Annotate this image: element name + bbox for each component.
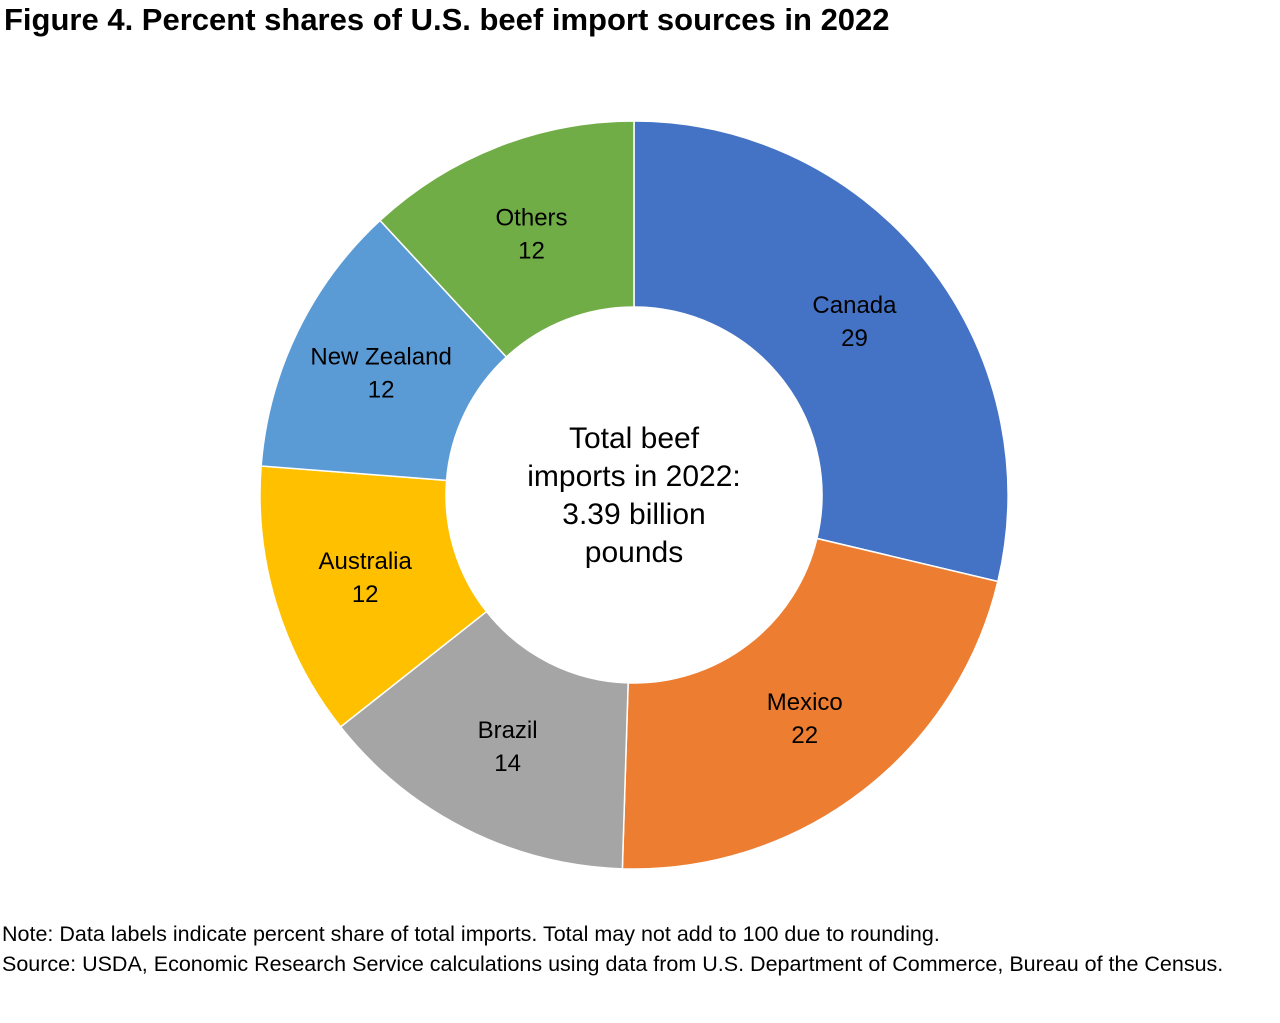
slice-canada [633, 120, 1009, 583]
slice-name-label: Canada [812, 292, 897, 319]
slice-value-label: 12 [368, 377, 395, 404]
data-label-others: Others 12 [496, 204, 568, 264]
data-label-mexico: Mexico 22 [767, 689, 843, 749]
slice-name-label: Australia [318, 548, 412, 575]
slice-australia [259, 465, 488, 728]
slice-value-label: 29 [841, 325, 868, 352]
center-label-line: 3.39 billion [562, 498, 705, 531]
slice-name-label: Brazil [478, 717, 538, 744]
slice-others [378, 120, 635, 359]
center-label-line: Total beef [569, 422, 700, 455]
center-label-line: imports in 2022: [527, 460, 740, 493]
data-label-new-zealand: New Zealand 12 [310, 344, 451, 404]
slice-mexico [621, 537, 999, 870]
chart-notes: Note: Data labels indicate percent share… [2, 919, 1272, 979]
chart-title: Figure 4. Percent shares of U.S. beef im… [4, 2, 890, 37]
center-label: Total beef imports in 2022: 3.39 billion po… [527, 422, 740, 569]
slice-name-label: Mexico [767, 689, 843, 716]
slice-value-label: 14 [494, 750, 521, 777]
source-text: Source: USDA, Economic Research Service … [2, 952, 1224, 976]
slice-value-label: 22 [791, 722, 818, 749]
slice-brazil [339, 610, 629, 870]
data-label-australia: Australia 12 [318, 548, 412, 608]
center-label-line: pounds [585, 536, 683, 569]
slice-new-zealand [260, 219, 508, 482]
slice-value-label: 12 [352, 581, 379, 608]
slice-name-label: New Zealand [310, 344, 451, 371]
slice-name-label: Others [496, 204, 568, 231]
data-label-brazil: Brazil 14 [478, 717, 538, 777]
note-text: Note: Data labels indicate percent share… [2, 922, 940, 946]
slice-value-label: 12 [518, 237, 545, 264]
data-label-canada: Canada 29 [812, 292, 897, 352]
